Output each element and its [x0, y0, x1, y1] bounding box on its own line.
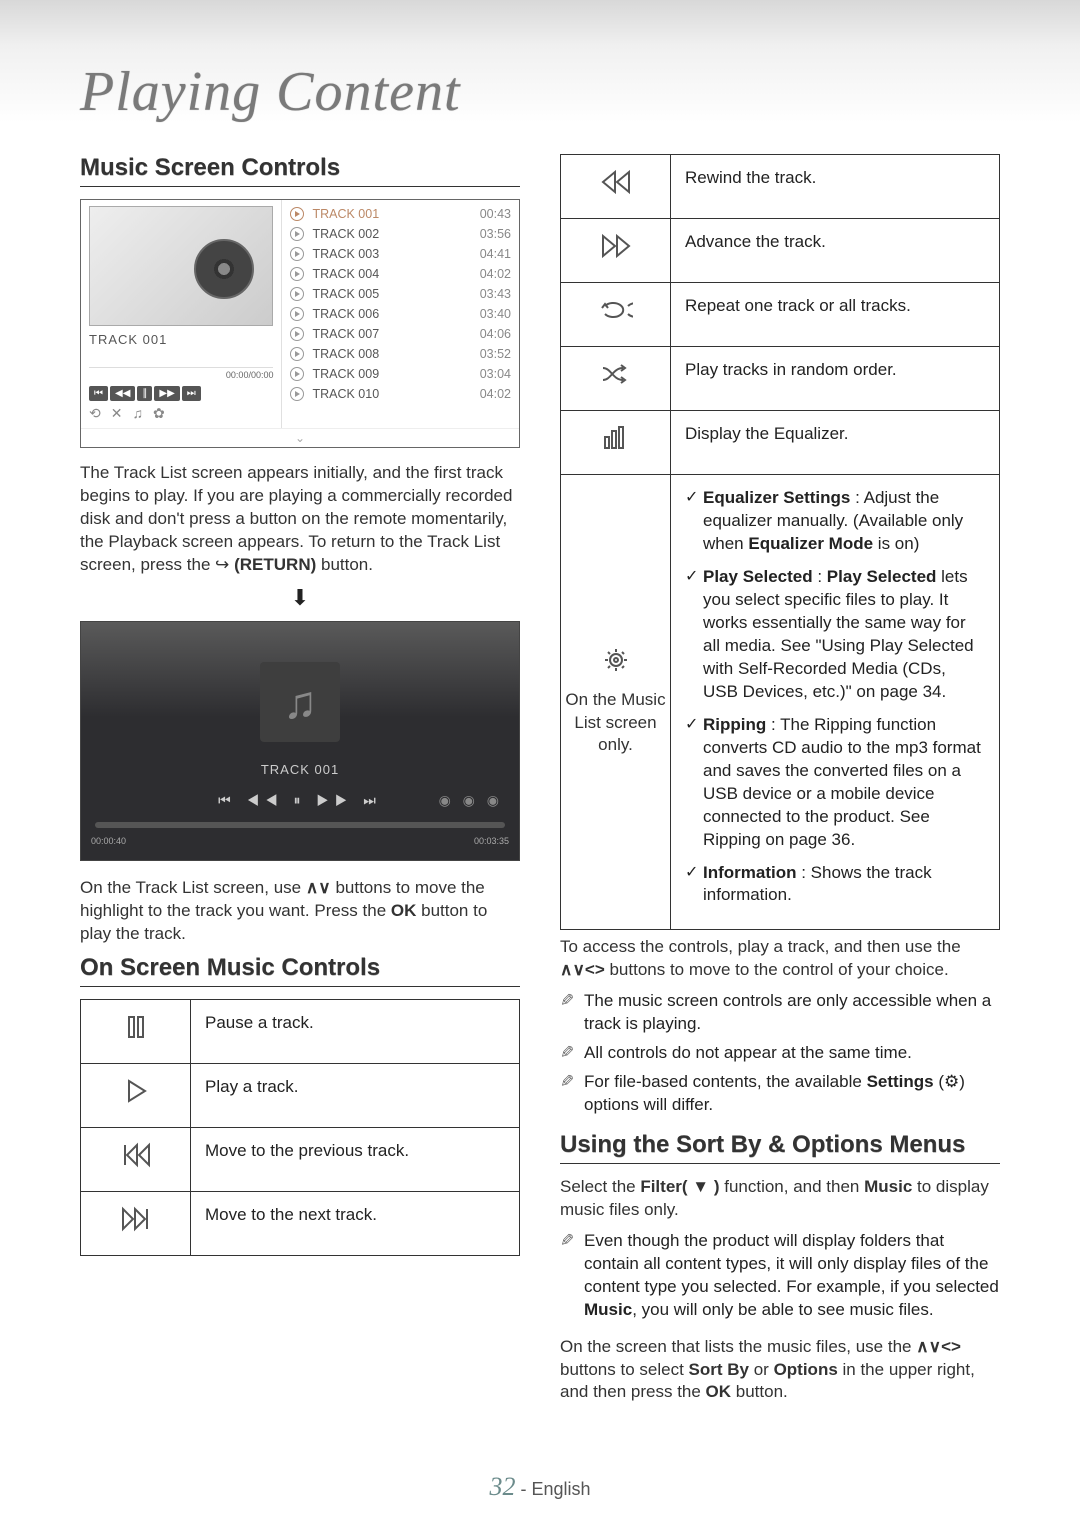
control-row: Play tracks in random order.	[561, 347, 1000, 411]
now-playing-label: TRACK 001	[89, 332, 273, 347]
page-language: English	[531, 1479, 590, 1499]
chapter-title: Playing Content	[80, 60, 1000, 124]
settings-list-cell: Equalizer Settings : Adjust the equalize…	[671, 475, 1000, 930]
control-desc: Rewind the track.	[671, 155, 1000, 219]
playback-track-label: TRACK 001	[81, 762, 519, 777]
control-row: Pause a track.	[81, 999, 520, 1063]
page-number: 32	[489, 1472, 515, 1501]
control-row: Repeat one track or all tracks.	[561, 283, 1000, 347]
rewind-icon	[561, 155, 671, 219]
repeat-icon	[561, 283, 671, 347]
total-time: 00:03:35	[474, 836, 509, 846]
track-row: TRACK 01004:02	[288, 384, 513, 404]
track-row: TRACK 00404:02	[288, 264, 513, 284]
settings-table: On the Music List screen only. Equalizer…	[560, 474, 1000, 930]
next-icon	[81, 1191, 191, 1255]
play-icon	[81, 1063, 191, 1127]
gear-icon-label: On the Music List screen only.	[565, 689, 666, 758]
time-display: 00:00/00:00	[89, 367, 273, 380]
controls-table-left: Pause a track.Play a track.Move to the p…	[80, 999, 520, 1256]
track-row: TRACK 00100:43	[288, 204, 513, 224]
controls-table-right: Rewind the track.Advance the track.Repea…	[560, 154, 1000, 475]
track-row: TRACK 00503:43	[288, 284, 513, 304]
sort-by-description: Select the Filter( ▼ ) function, and the…	[560, 1176, 1000, 1222]
control-row: Rewind the track.	[561, 155, 1000, 219]
pause-icon	[81, 999, 191, 1063]
elapsed-time: 00:00:40	[91, 836, 126, 846]
playback-side-icons: ◉ ◉ ◉	[439, 792, 503, 809]
notes-list-2: Even though the product will display fol…	[560, 1230, 1000, 1322]
music-note-icon: ♫	[260, 662, 340, 742]
tracklist-nav-description: On the Track List screen, use ∧∨ buttons…	[80, 877, 520, 946]
control-desc: Play tracks in random order.	[671, 347, 1000, 411]
setting-equalizer: Equalizer Settings : Adjust the equalize…	[685, 487, 985, 556]
control-desc: Play a track.	[191, 1063, 520, 1127]
track-row: TRACK 00704:06	[288, 324, 513, 344]
section-music-screen-controls: Music Screen Controls	[80, 154, 520, 187]
gear-icon	[599, 647, 633, 673]
playback-screenshot: ♫ TRACK 001 ⏮ ◀◀ ⏸ ▶▶ ⏭ ◉ ◉ ◉ 00:00:40 0…	[80, 621, 520, 861]
control-row: Advance the track.	[561, 219, 1000, 283]
gear-icon-cell: On the Music List screen only.	[561, 475, 671, 930]
tracklist-description: The Track List screen appears initially,…	[80, 462, 520, 577]
section-on-screen-music-controls: On Screen Music Controls	[80, 954, 520, 987]
track-row: TRACK 00203:56	[288, 224, 513, 244]
track-row: TRACK 00304:41	[288, 244, 513, 264]
aux-buttons: ⟲✕♫✿	[89, 405, 273, 422]
track-row: TRACK 00903:04	[288, 364, 513, 384]
section-sort-by-options: Using the Sort By & Options Menus	[560, 1131, 1000, 1164]
tracklist-screenshot: TRACK 001 00:00/00:00 ⏮◀◀∥▶▶⏭ ⟲✕♫✿ TRACK…	[80, 199, 520, 448]
setting-play-selected: Play Selected : Play Selected lets you s…	[685, 566, 985, 704]
control-desc: Display the Equalizer.	[671, 411, 1000, 475]
control-row: Display the Equalizer.	[561, 411, 1000, 475]
note-4: Even though the product will display fol…	[560, 1230, 1000, 1322]
advance-icon	[561, 219, 671, 283]
access-controls-note: To access the controls, play a track, an…	[560, 936, 1000, 982]
track-row: TRACK 00603:40	[288, 304, 513, 324]
control-row: Move to the next track.	[81, 1191, 520, 1255]
setting-ripping: Ripping : The Ripping function converts …	[685, 714, 985, 852]
setting-information: Information : Shows the track informatio…	[685, 862, 985, 908]
last-paragraph: On the screen that lists the music files…	[560, 1336, 1000, 1405]
track-row: TRACK 00803:52	[288, 344, 513, 364]
transport-buttons: ⏮◀◀∥▶▶⏭	[89, 386, 273, 401]
down-arrow-icon: ⬇	[80, 585, 520, 611]
notes-list: The music screen controls are only acces…	[560, 990, 1000, 1117]
equalizer-icon	[561, 411, 671, 475]
expand-chevron-icon: ⌄	[81, 428, 519, 447]
control-desc: Advance the track.	[671, 219, 1000, 283]
control-desc: Repeat one track or all tracks.	[671, 283, 1000, 347]
shuffle-icon	[561, 347, 671, 411]
control-desc: Move to the next track.	[191, 1191, 520, 1255]
prev-icon	[81, 1127, 191, 1191]
control-desc: Move to the previous track.	[191, 1127, 520, 1191]
control-desc: Pause a track.	[191, 999, 520, 1063]
control-row: Play a track.	[81, 1063, 520, 1127]
control-row: Move to the previous track.	[81, 1127, 520, 1191]
note-1: The music screen controls are only acces…	[560, 990, 1000, 1036]
album-art	[89, 206, 273, 326]
progress-bar	[95, 822, 505, 828]
note-2: All controls do not appear at the same t…	[560, 1042, 1000, 1065]
note-3: For file-based contents, the available S…	[560, 1071, 1000, 1117]
page-footer: 32 - English	[0, 1472, 1080, 1502]
